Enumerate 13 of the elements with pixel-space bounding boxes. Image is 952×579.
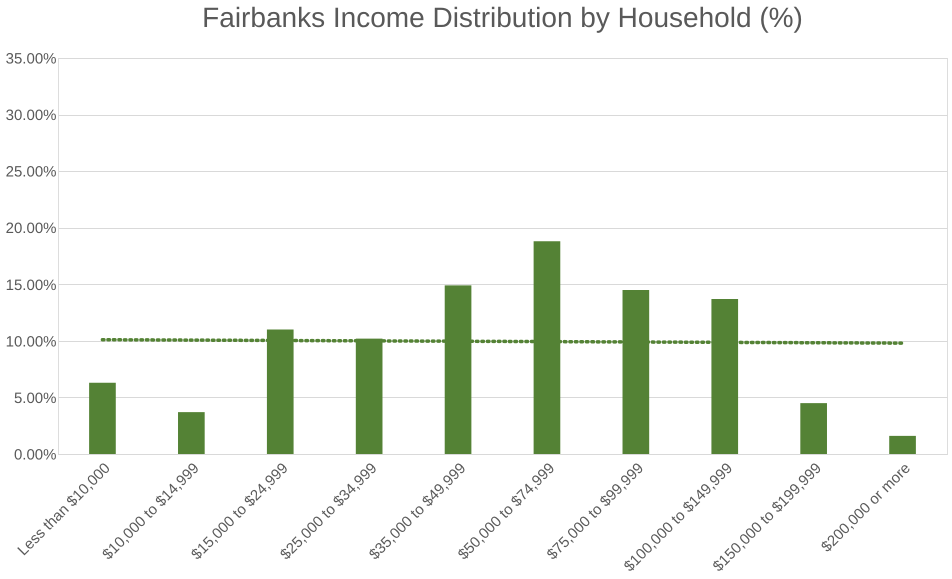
y-tick-label: 5.00% xyxy=(14,390,56,407)
y-tick-label: 0.00% xyxy=(14,446,56,464)
chart-title: Fairbanks Income Distribution by Household (%) xyxy=(202,2,803,33)
y-tick-label: 30.00% xyxy=(6,107,56,124)
y-tick-label: 20.00% xyxy=(6,220,56,238)
y-tick-label: 15.00% xyxy=(6,276,56,294)
y-tick-label: 25.00% xyxy=(6,164,56,181)
bar xyxy=(89,382,116,454)
y-tick-label: 10.00% xyxy=(6,333,56,350)
bar xyxy=(800,403,827,454)
bar xyxy=(889,436,916,454)
y-tick-label: 35.00% xyxy=(6,50,56,68)
bar xyxy=(178,412,205,454)
